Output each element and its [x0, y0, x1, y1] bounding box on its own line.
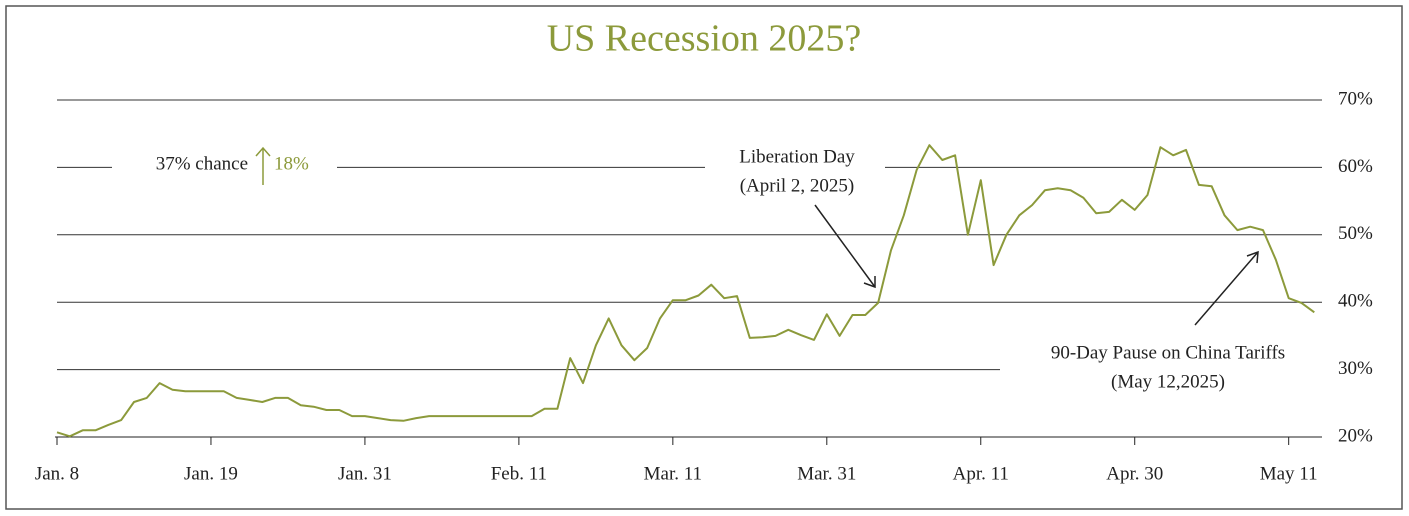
y-tick-label: 20%: [1338, 425, 1373, 446]
annotation: 90-Day Pause on China Tariffs: [1051, 342, 1285, 363]
x-tick-label: Apr. 11: [953, 463, 1009, 484]
x-tick-label: Apr. 30: [1106, 463, 1163, 484]
label-bg: [705, 144, 885, 200]
x-tick-label: May 11: [1260, 463, 1318, 484]
y-tick-label: 40%: [1338, 291, 1373, 312]
line-series: [56, 144, 1315, 438]
x-tick-label: Jan. 31: [338, 463, 392, 484]
annotation: 18%: [274, 153, 309, 174]
arrow: [1194, 251, 1259, 326]
arrow-head: [1246, 250, 1259, 264]
y-tick-label: 30%: [1338, 358, 1373, 379]
x-tick-label: Jan. 8: [35, 463, 79, 484]
y-tick-label: 60%: [1338, 156, 1373, 177]
x-tick-label: Mar. 31: [797, 463, 856, 484]
x-tick-label: Feb. 11: [491, 463, 547, 484]
x-tick-label: Jan. 19: [184, 463, 238, 484]
arrow-head: [863, 276, 876, 289]
label-bg: [112, 146, 337, 184]
annotation: (May 12,2025): [1111, 371, 1225, 392]
x-tick-label: Mar. 11: [644, 463, 702, 484]
annotation: 37% chance: [156, 153, 248, 174]
plot: [56, 144, 1315, 438]
label-bg: [1000, 340, 1330, 400]
y-tick-label: 70%: [1338, 88, 1373, 109]
annotation: (April 2, 2025): [740, 175, 855, 196]
y-tick-label: 50%: [1338, 223, 1373, 244]
arrow: [814, 204, 876, 288]
chart-title: US Recession 2025?: [547, 18, 862, 60]
frame: [5, 5, 1403, 510]
up-arrow-head: [255, 146, 271, 157]
annotation: Liberation Day: [739, 146, 855, 167]
annotations: 37% chance 18% Liberation Day (April 2, …: [112, 144, 1330, 400]
